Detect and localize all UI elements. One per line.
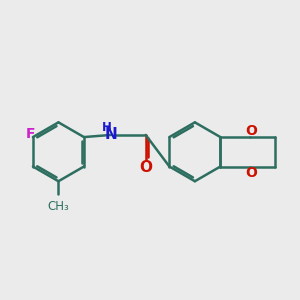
Text: O: O: [246, 124, 258, 138]
Text: O: O: [246, 166, 258, 180]
Text: F: F: [25, 127, 35, 141]
Text: H: H: [102, 121, 112, 134]
Text: N: N: [105, 128, 118, 142]
Text: O: O: [139, 160, 152, 175]
Text: CH₃: CH₃: [48, 200, 69, 213]
